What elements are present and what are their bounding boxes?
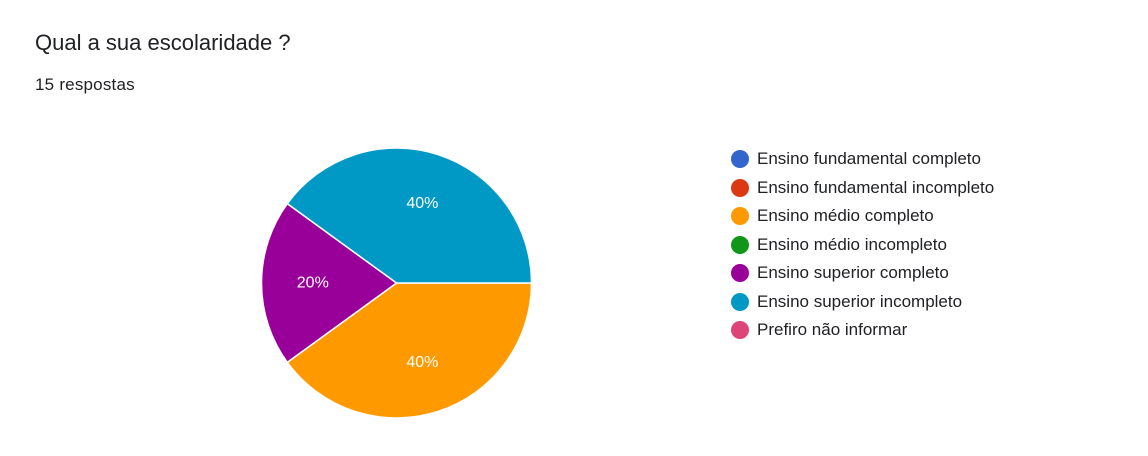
pie-slice-label-5: 40%	[406, 195, 438, 212]
response-count-number: 15	[35, 75, 55, 94]
legend-item[interactable]: Ensino superior incompleto	[731, 288, 994, 317]
legend-item[interactable]: Ensino fundamental incompleto	[731, 174, 994, 203]
legend-label: Ensino médio completo	[757, 206, 934, 226]
pie-slice-label-2: 40%	[406, 354, 438, 371]
legend-swatch-icon	[731, 292, 749, 311]
legend-item[interactable]: Ensino superior completo	[731, 259, 994, 288]
response-count: 15 respostas	[35, 74, 140, 96]
response-count-label: respostas	[59, 75, 135, 94]
legend-label: Ensino fundamental incompleto	[757, 177, 995, 197]
legend-item[interactable]: Ensino médio incompleto	[731, 231, 994, 260]
pie-slice-4[interactable]	[260, 202, 398, 364]
legend-label: Ensino médio incompleto	[757, 234, 947, 254]
legend-label: Ensino superior incompleto	[757, 291, 963, 311]
legend-item[interactable]: Ensino médio completo	[731, 202, 994, 231]
pie-slice-5[interactable]	[286, 147, 533, 284]
legend-swatch-icon	[731, 321, 749, 340]
pie-slices	[260, 147, 533, 419]
legend-label: Ensino fundamental completo	[757, 149, 981, 169]
pie-slice-label-4: 20%	[297, 275, 329, 292]
legend-swatch-icon	[731, 235, 749, 254]
legend-swatch-icon	[731, 150, 749, 169]
legend-swatch-icon	[731, 207, 749, 226]
legend-label: Ensino superior completo	[757, 263, 949, 283]
legend: Ensino fundamental completo Ensino fundam…	[731, 145, 994, 345]
legend-swatch-icon	[731, 264, 749, 283]
legend-item[interactable]: Prefiro não informar	[731, 316, 994, 345]
pie-slice-2[interactable]	[286, 282, 533, 419]
pie-labels: 40% 20% 40%	[297, 195, 439, 371]
legend-swatch-icon	[731, 178, 749, 197]
question-title: Qual a sua escolaridade ?	[35, 30, 291, 55]
legend-label: Prefiro não informar	[757, 320, 908, 340]
legend-item[interactable]: Ensino fundamental completo	[731, 145, 994, 174]
